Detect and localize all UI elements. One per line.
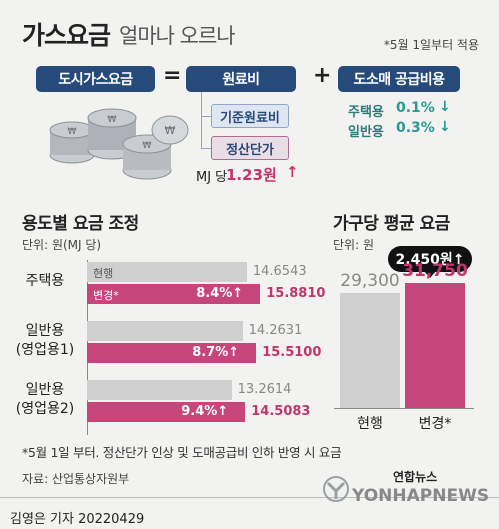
equals-sign: = <box>163 63 182 88</box>
bracket-tick <box>201 148 211 149</box>
mj-label: MJ 당 <box>196 170 228 185</box>
household-bar-current <box>340 292 400 408</box>
source-text: 자료: 산업통상자원부 <box>22 472 130 486</box>
left-chart-unit: 단위: 원(MJ 당) <box>22 238 102 252</box>
logo-wordmark: YONHAPNEWS <box>352 486 490 506</box>
svg-text:₩: ₩ <box>143 141 152 151</box>
general-change: 0.3% <box>396 120 435 136</box>
bracket-tick <box>201 116 211 117</box>
household-category-current: 현행 <box>357 416 383 432</box>
value-new: 15.5100 <box>262 345 322 360</box>
bar-current <box>87 262 247 282</box>
bar-new <box>87 402 246 422</box>
callout-pointer <box>424 271 436 278</box>
value-current: 14.2631 <box>248 323 303 338</box>
bar-new <box>87 343 257 363</box>
category-label: 주택용 <box>25 273 65 289</box>
value-current: 13.2614 <box>237 382 292 397</box>
up-arrow-icon: ↑ <box>286 163 299 181</box>
mj-value: 1.23원 <box>226 166 277 184</box>
byline: 김영은 기자 20220429 <box>10 512 145 527</box>
coins-icon: ₩ ₩ ₩ ₩ <box>49 108 189 180</box>
down-arrow-icon: ↓ <box>439 119 451 135</box>
percent-change: 8.7%↑ <box>192 345 240 360</box>
category-label: 일반용 (영업용1) <box>15 323 75 358</box>
percent-change: 8.4%↑ <box>196 286 244 301</box>
effective-date-note: *5월 1일부터 적용 <box>383 38 479 52</box>
page-subtitle: 얼마나 오르나 <box>119 24 236 48</box>
general-label: 일반용 <box>348 125 384 140</box>
right-chart-title: 가구당 평균 요금 <box>333 214 450 234</box>
residential-change: 0.1% <box>396 100 435 116</box>
footnote: *5월 1일 부터. 정산단가 인상 및 도매공급비 인하 반영 시 요금 <box>22 445 342 460</box>
series-tag-current: 현행 <box>93 267 114 280</box>
footer-divider <box>0 497 499 498</box>
right-chart-unit: 단위: 원 <box>333 238 374 252</box>
category-label: 일반용 (영업용2) <box>15 382 75 417</box>
residential-label: 주택용 <box>348 105 384 120</box>
household-value-new: 31,750 <box>402 260 468 281</box>
household-value-current: 29,300 <box>340 270 400 291</box>
bar-current <box>87 321 243 341</box>
household-category-new: 변경* <box>418 416 452 432</box>
logo-text: 연합뉴스 <box>393 470 438 484</box>
value-new: 14.5083 <box>251 404 311 419</box>
svg-text:₩: ₩ <box>165 124 176 137</box>
household-bar-new <box>405 282 465 408</box>
right-chart-baseline <box>334 408 474 409</box>
raw-material-cost-box: 원료비 <box>186 66 296 92</box>
bracket-line <box>201 92 202 148</box>
left-chart-title: 용도별 요금 조정 <box>22 214 139 234</box>
bar-current <box>87 380 232 400</box>
wholesale-retail-cost-box: 도소매 공급비용 <box>338 66 460 92</box>
value-current: 14.6543 <box>252 264 307 279</box>
svg-text:₩: ₩ <box>68 127 77 137</box>
svg-text:₩: ₩ <box>108 115 117 125</box>
percent-change: 9.4%↑ <box>181 404 229 419</box>
page-title: 가스요금 <box>22 21 111 50</box>
value-new: 15.8810 <box>266 286 326 301</box>
down-arrow-icon: ↓ <box>439 99 451 115</box>
base-raw-cost-box: 기준원료비 <box>211 104 289 128</box>
city-gas-fee-box: 도시가스요금 <box>36 66 155 92</box>
bar-new <box>87 284 261 304</box>
yonhap-logo-icon <box>323 476 349 502</box>
series-tag-new: 변경* <box>93 289 119 302</box>
plus-sign: + <box>313 63 332 88</box>
increase-callout: 2,450원↑ <box>388 246 472 272</box>
settlement-unit-price-box: 정산단가 <box>211 136 289 160</box>
